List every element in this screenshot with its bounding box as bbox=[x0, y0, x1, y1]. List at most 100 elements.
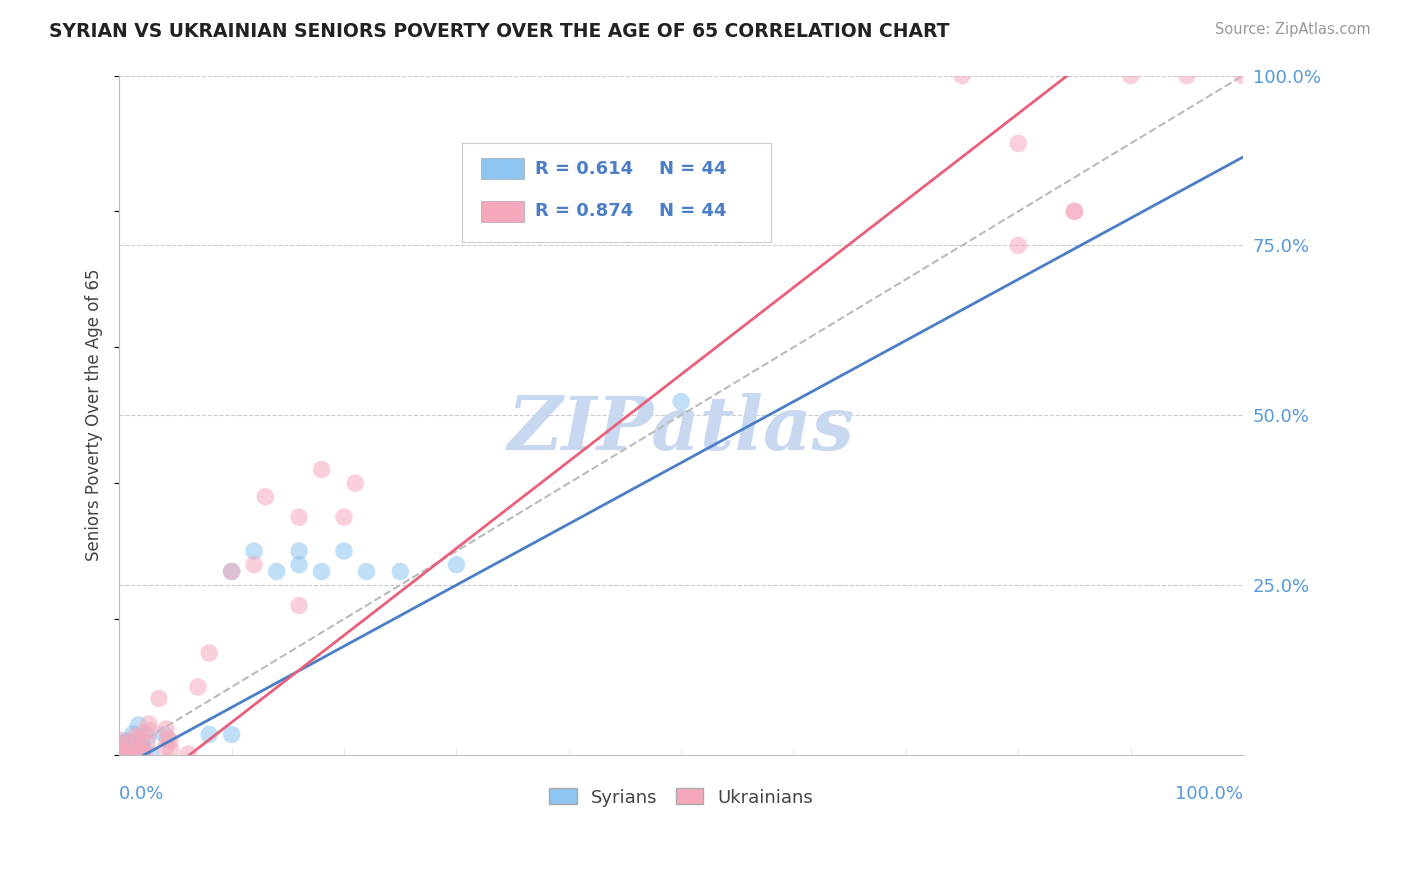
Point bbox=[118, 747, 141, 762]
Point bbox=[108, 747, 131, 761]
Point bbox=[187, 680, 209, 694]
Point bbox=[311, 462, 333, 476]
Point bbox=[127, 718, 149, 732]
Point bbox=[110, 739, 132, 754]
Point bbox=[115, 744, 138, 758]
Point bbox=[115, 745, 138, 759]
Point bbox=[124, 737, 146, 751]
Point bbox=[1007, 238, 1029, 252]
Text: R = 0.874: R = 0.874 bbox=[536, 202, 633, 220]
Point bbox=[221, 565, 243, 579]
Point bbox=[114, 735, 136, 749]
Point bbox=[669, 394, 692, 409]
Point bbox=[131, 745, 153, 759]
Point bbox=[118, 745, 141, 759]
Text: SYRIAN VS UKRAINIAN SENIORS POVERTY OVER THE AGE OF 65 CORRELATION CHART: SYRIAN VS UKRAINIAN SENIORS POVERTY OVER… bbox=[49, 22, 949, 41]
Point bbox=[243, 558, 266, 572]
Point bbox=[131, 742, 153, 756]
Point bbox=[120, 746, 142, 760]
Point bbox=[122, 727, 145, 741]
Text: R = 0.614: R = 0.614 bbox=[536, 160, 633, 178]
Point bbox=[115, 747, 138, 762]
Point bbox=[112, 747, 135, 762]
Point bbox=[254, 490, 277, 504]
Point bbox=[127, 733, 149, 747]
Point bbox=[136, 730, 159, 744]
Point bbox=[177, 747, 200, 761]
Point bbox=[198, 727, 221, 741]
Point bbox=[124, 730, 146, 744]
Point bbox=[135, 736, 157, 750]
Point bbox=[132, 726, 155, 740]
Point bbox=[389, 565, 412, 579]
Text: 100.0%: 100.0% bbox=[1175, 786, 1243, 804]
Point bbox=[155, 722, 177, 736]
Point bbox=[243, 544, 266, 558]
Legend: Syrians, Ukrainians: Syrians, Ukrainians bbox=[543, 781, 820, 814]
Point bbox=[128, 743, 150, 757]
Point bbox=[117, 747, 139, 761]
Point bbox=[108, 742, 131, 756]
Text: N = 44: N = 44 bbox=[658, 160, 725, 178]
Point bbox=[115, 736, 138, 750]
Point bbox=[134, 746, 156, 760]
Point bbox=[344, 476, 367, 491]
Point bbox=[288, 544, 311, 558]
Point bbox=[148, 691, 170, 706]
Point bbox=[288, 510, 311, 524]
Point bbox=[112, 743, 135, 757]
Point bbox=[120, 739, 142, 753]
FancyBboxPatch shape bbox=[481, 201, 524, 222]
Point bbox=[114, 746, 136, 760]
Point bbox=[122, 747, 145, 761]
Point bbox=[1232, 69, 1254, 83]
Point bbox=[121, 745, 143, 759]
Point bbox=[138, 717, 160, 731]
Point bbox=[121, 742, 143, 756]
Point bbox=[1119, 69, 1142, 83]
Point bbox=[266, 565, 288, 579]
Point bbox=[128, 741, 150, 756]
Text: ZIPatlas: ZIPatlas bbox=[508, 392, 855, 465]
Point bbox=[221, 565, 243, 579]
Point bbox=[108, 733, 131, 747]
Point bbox=[129, 739, 152, 754]
Point bbox=[115, 747, 138, 761]
Point bbox=[131, 734, 153, 748]
Point bbox=[122, 739, 145, 753]
Point bbox=[1063, 204, 1085, 219]
Point bbox=[112, 736, 135, 750]
Point bbox=[127, 743, 149, 757]
Point bbox=[139, 747, 162, 761]
Point bbox=[115, 747, 138, 762]
Text: 0.0%: 0.0% bbox=[120, 786, 165, 804]
Y-axis label: Seniors Poverty Over the Age of 65: Seniors Poverty Over the Age of 65 bbox=[86, 269, 103, 561]
Point bbox=[122, 741, 145, 756]
Point bbox=[333, 510, 356, 524]
Point bbox=[333, 544, 356, 558]
FancyBboxPatch shape bbox=[481, 158, 524, 179]
Point bbox=[115, 734, 138, 748]
Point bbox=[1007, 136, 1029, 151]
Point bbox=[288, 599, 311, 613]
Point bbox=[160, 742, 183, 756]
Point bbox=[110, 747, 132, 761]
Point bbox=[155, 740, 177, 755]
Text: N = 44: N = 44 bbox=[658, 202, 725, 220]
Point bbox=[950, 69, 973, 83]
Point bbox=[1175, 69, 1198, 83]
Point bbox=[311, 565, 333, 579]
Point bbox=[129, 742, 152, 756]
Point bbox=[153, 727, 176, 741]
Point bbox=[1063, 204, 1085, 219]
Point bbox=[138, 723, 160, 738]
Point bbox=[288, 558, 311, 572]
Point bbox=[127, 747, 149, 762]
Point bbox=[159, 733, 181, 747]
Point bbox=[446, 558, 468, 572]
Text: Source: ZipAtlas.com: Source: ZipAtlas.com bbox=[1215, 22, 1371, 37]
FancyBboxPatch shape bbox=[463, 144, 770, 242]
Point bbox=[198, 646, 221, 660]
Point bbox=[156, 731, 179, 746]
Point bbox=[356, 565, 378, 579]
